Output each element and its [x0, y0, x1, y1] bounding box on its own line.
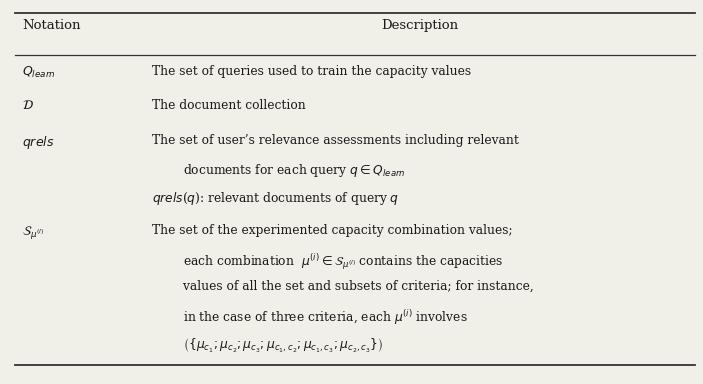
Text: The set of the experimented capacity combination values;: The set of the experimented capacity com…	[152, 224, 512, 237]
Text: documents for each query $q \in Q_{learn}$: documents for each query $q \in Q_{learn…	[152, 162, 406, 179]
Text: $\mathcal{S}_{\mu^{(l)}}$: $\mathcal{S}_{\mu^{(l)}}$	[22, 224, 44, 242]
Text: $\left(\{\mu_{c_1};\mu_{c_2};\mu_{c_3};\mu_{c_1,c_2};\mu_{c_1,c_3};\mu_{c_2,c_3}: $\left(\{\mu_{c_1};\mu_{c_2};\mu_{c_3};\…	[152, 336, 383, 354]
Text: in the case of three criteria, each $\mu^{(i)}$ involves: in the case of three criteria, each $\mu…	[152, 308, 467, 327]
Text: The set of queries used to train the capacity values: The set of queries used to train the cap…	[152, 65, 471, 78]
Text: values of all the set and subsets of criteria; for instance,: values of all the set and subsets of cri…	[152, 280, 534, 293]
Text: $\mathcal{D}$: $\mathcal{D}$	[22, 99, 34, 113]
Text: Notation: Notation	[22, 18, 81, 31]
Text: each combination  $\mu^{(i)} \in \mathcal{S}_{\mu^{(l)}}$ contains the capacitie: each combination $\mu^{(i)} \in \mathcal…	[152, 252, 503, 272]
Text: $qrels$: $qrels$	[22, 134, 55, 151]
Text: $qrels$($q$): relevant documents of query $q$: $qrels$($q$): relevant documents of quer…	[152, 190, 399, 207]
Text: Description: Description	[381, 18, 458, 31]
Text: The document collection: The document collection	[152, 99, 306, 113]
Text: $Q_{learn}$: $Q_{learn}$	[22, 65, 56, 80]
Text: The set of user’s relevance assessments including relevant: The set of user’s relevance assessments …	[152, 134, 519, 147]
